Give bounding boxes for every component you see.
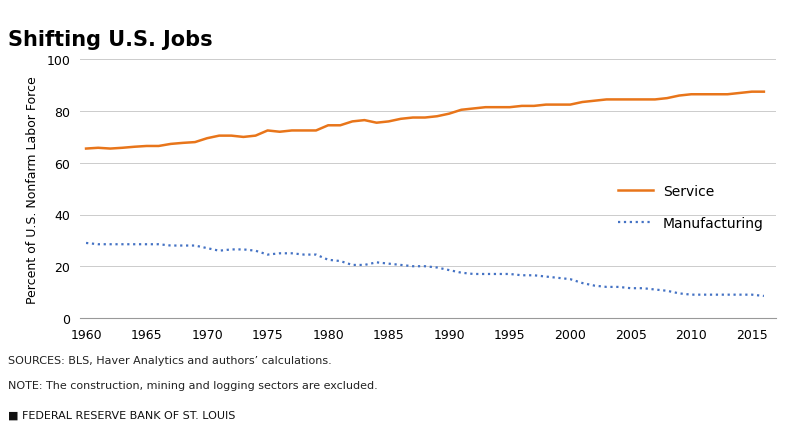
Service bbox=[118, 146, 127, 151]
Text: ■ FEDERAL RESERVE BANK OF ST. LOUIS: ■ FEDERAL RESERVE BANK OF ST. LOUIS bbox=[8, 409, 235, 419]
Manufacturing bbox=[759, 294, 769, 299]
Manufacturing bbox=[106, 242, 115, 247]
Manufacturing bbox=[554, 276, 563, 281]
Service bbox=[372, 121, 382, 126]
Service bbox=[542, 103, 551, 108]
Manufacturing bbox=[542, 274, 551, 280]
Service bbox=[747, 90, 757, 95]
Y-axis label: Percent of U.S. Nonfarm Labor Force: Percent of U.S. Nonfarm Labor Force bbox=[26, 76, 39, 303]
Service bbox=[106, 147, 115, 152]
Service bbox=[263, 129, 273, 134]
Manufacturing bbox=[82, 241, 91, 246]
Text: NOTE: The construction, mining and logging sectors are excluded.: NOTE: The construction, mining and loggi… bbox=[8, 381, 378, 390]
Manufacturing bbox=[263, 252, 273, 258]
Legend: Service, Manufacturing: Service, Manufacturing bbox=[613, 179, 769, 236]
Service bbox=[82, 147, 91, 152]
Line: Manufacturing: Manufacturing bbox=[86, 243, 764, 296]
Manufacturing bbox=[372, 260, 382, 265]
Text: SOURCES: BLS, Haver Analytics and authors’ calculations.: SOURCES: BLS, Haver Analytics and author… bbox=[8, 355, 332, 365]
Line: Service: Service bbox=[86, 92, 764, 149]
Service bbox=[759, 90, 769, 95]
Service bbox=[554, 103, 563, 108]
Manufacturing bbox=[118, 242, 127, 247]
Text: Shifting U.S. Jobs: Shifting U.S. Jobs bbox=[8, 30, 213, 50]
